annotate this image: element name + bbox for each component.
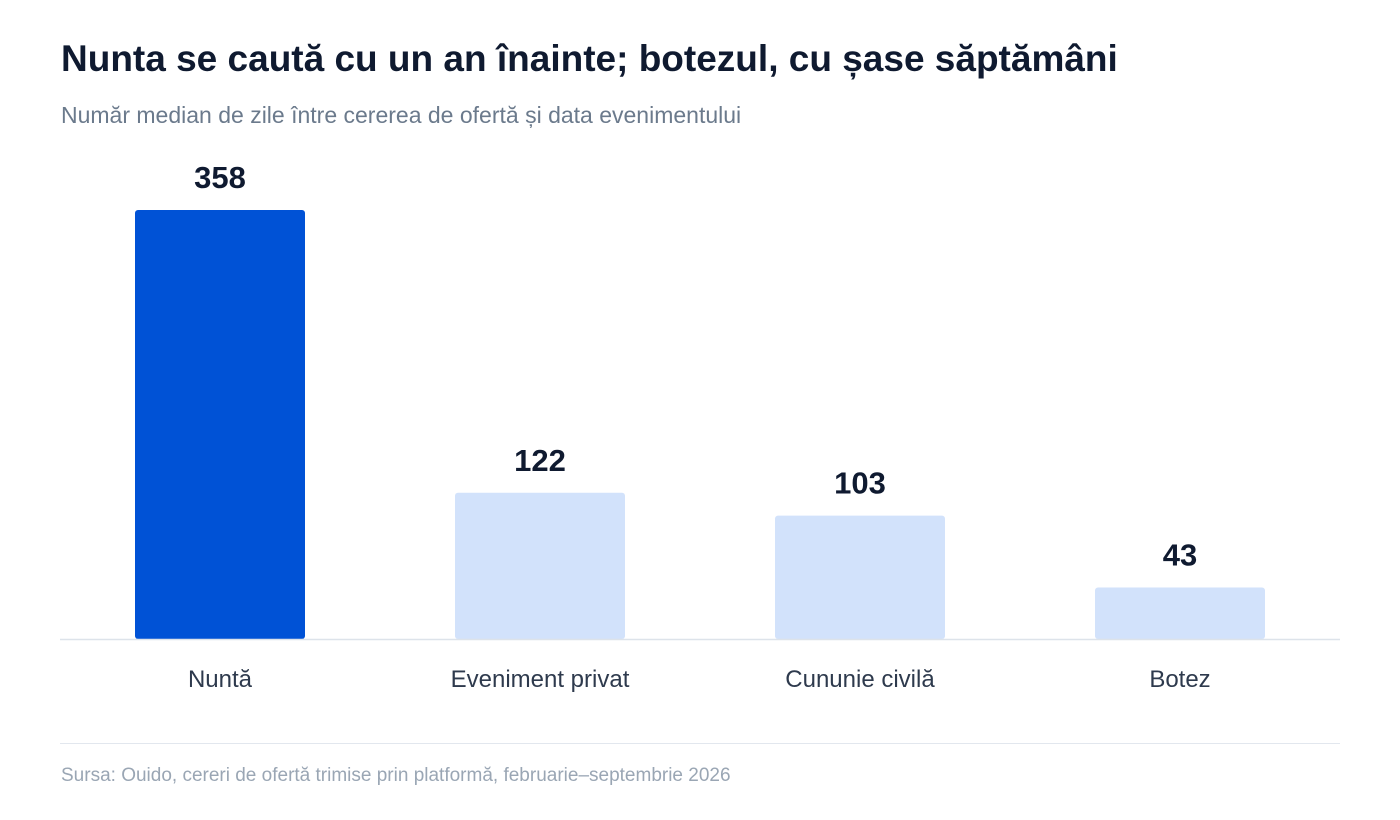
- category-label-botez: Botez: [1149, 666, 1210, 693]
- category-label-nunta: Nuntă: [188, 666, 253, 693]
- bar-botez: [1095, 587, 1265, 639]
- chart-title: Nunta se caută cu un an înainte; botezul…: [61, 38, 1118, 79]
- data-label-cununie-civila: 103: [834, 466, 886, 501]
- bar-nunta: [135, 210, 305, 639]
- data-label-eveniment-privat: 122: [514, 443, 566, 478]
- footer-divider: [60, 743, 1340, 744]
- data-label-nunta: 358: [194, 160, 246, 195]
- chart-subtitle: Număr median de zile între cererea de of…: [61, 102, 742, 128]
- category-label-cununie-civila: Cununie civilă: [785, 666, 935, 693]
- bar-eveniment-privat: [455, 492, 625, 639]
- category-label-eveniment-privat: Eveniment privat: [451, 666, 630, 693]
- source-note: Sursa: Ouido, cereri de ofertă trimise p…: [61, 765, 731, 786]
- data-label-botez: 43: [1163, 537, 1197, 572]
- bar-cununie-civila: [775, 515, 945, 639]
